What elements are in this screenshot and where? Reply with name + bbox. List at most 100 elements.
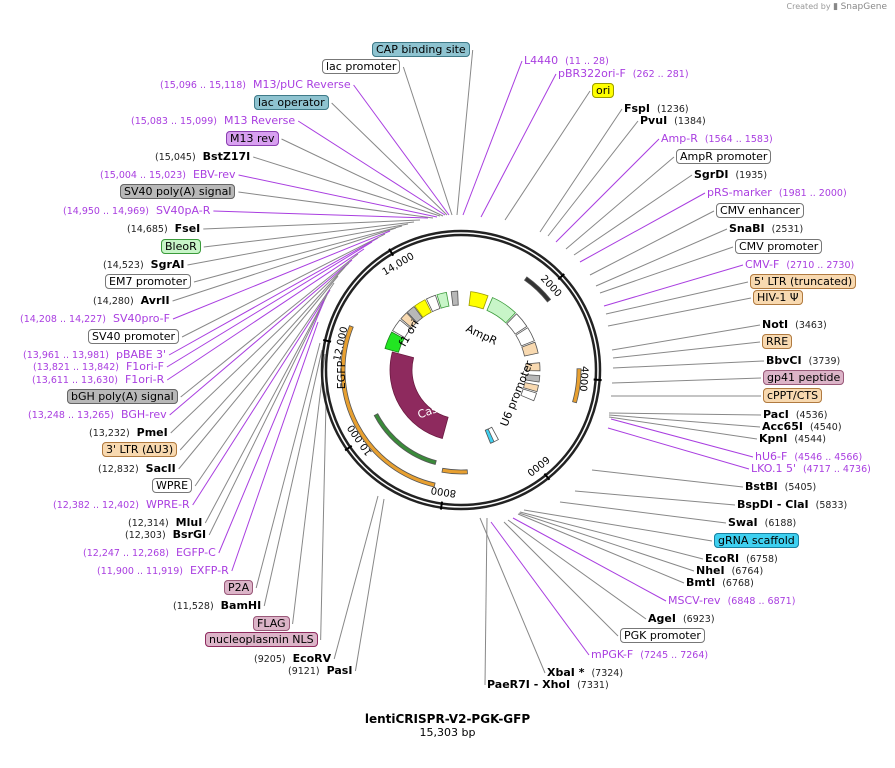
feature-label-bgh-poly-a-signal[interactable]: bGH poly(A) signal <box>67 389 178 404</box>
feature-label-sv40-poly-a-signal[interactable]: SV40 poly(A) signal <box>120 184 236 199</box>
enzyme-label-kpni[interactable]: KpnI (4544) <box>759 432 826 446</box>
feature-label-5-ltr-truncated[interactable]: 5' LTR (truncated) <box>750 274 857 289</box>
primer-label-prs-marker[interactable]: pRS-marker (1981 .. 2000) <box>707 186 847 200</box>
primer-label-f1ori-f[interactable]: (13,821 .. 13,842) F1ori-F <box>33 360 164 374</box>
feature-label-grna-scaffold[interactable]: gRNA scaffold <box>714 533 799 548</box>
primer-label-egfp-c[interactable]: (12,247 .. 12,268) EGFP-C <box>83 546 216 560</box>
enzyme-label-fspi[interactable]: FspI (1236) <box>624 102 689 116</box>
enzyme-label-bstbi[interactable]: BstBI (5405) <box>745 480 816 494</box>
feature-label-em7-promoter[interactable]: EM7 promoter <box>105 274 191 289</box>
primer-name: EGFP-C <box>175 546 216 559</box>
feature-label-cppt-cts[interactable]: cPPT/CTS <box>763 388 823 403</box>
primer-label-f1ori-r[interactable]: (13,611 .. 13,630) F1ori-R <box>32 373 164 387</box>
enzyme-label-mlui[interactable]: (12,314) MluI <box>128 516 202 530</box>
enzyme-label-acc65i[interactable]: Acc65I (4540) <box>762 420 842 434</box>
enzyme-label-snabi[interactable]: SnaBI (2531) <box>729 222 803 236</box>
primer-name: hU6-F <box>755 450 788 463</box>
primer-position: (13,611 .. 13,630) <box>32 375 118 386</box>
enzyme-label-bspdi-clai[interactable]: BspDI - ClaI (5833) <box>737 498 847 512</box>
primer-label-pbabe-3[interactable]: (13,961 .. 13,981) pBABE 3' <box>23 348 166 362</box>
enzyme-label-avrii[interactable]: (14,280) AvrII <box>93 294 170 308</box>
primer-position: (1981 .. 2000) <box>778 188 847 199</box>
enzyme-label-ecorv[interactable]: (9205) EcoRV <box>254 652 331 666</box>
leader-line <box>599 246 734 294</box>
feature-label-rre[interactable]: RRE <box>762 334 793 349</box>
feature-label-3-ltr-u3[interactable]: 3' LTR (ΔU3) <box>102 442 178 457</box>
primer-label-exfp-r[interactable]: (11,900 .. 11,919) EXFP-R <box>97 564 229 578</box>
primer-label-ebv-rev[interactable]: (15,004 .. 15,023) EBV-rev <box>100 168 236 182</box>
feature-label-nucleoplasmin-nls[interactable]: nucleoplasmin NLS <box>205 632 318 647</box>
feature-label-gp41-peptide[interactable]: gp41 peptide <box>763 370 845 385</box>
leader-line <box>353 84 450 216</box>
enzyme-position: (12,314) <box>128 518 169 529</box>
enzyme-label-noti[interactable]: NotI (3463) <box>762 318 827 332</box>
leader-line <box>612 360 765 369</box>
enzyme-label-paci[interactable]: PacI (4536) <box>763 408 827 422</box>
feature-label-wpre[interactable]: WPRE <box>152 478 193 493</box>
primer-label-sv40pa-r[interactable]: (14,950 .. 14,969) SV40pA-R <box>63 204 210 218</box>
enzyme-label-bsrgi[interactable]: (12,303) BsrGI <box>125 528 206 542</box>
primer-label-m13-reverse[interactable]: (15,083 .. 15,099) M13 Reverse <box>131 114 295 128</box>
enzyme-label-sacii[interactable]: (12,832) SacII <box>98 462 176 476</box>
leader-line <box>166 248 365 381</box>
bgh-feature <box>406 305 423 323</box>
leader-line <box>180 253 359 398</box>
feature-label-bleor[interactable]: BleoR <box>161 239 201 254</box>
enzyme-label-swai[interactable]: SwaI (6188) <box>728 516 796 530</box>
enzyme-label-fsei[interactable]: (14,685) FseI <box>127 222 200 236</box>
snapgene-logo-icon: ▮ <box>833 2 839 12</box>
feature-name: SV40 poly(A) signal <box>120 184 236 199</box>
feature-label-cmv-enhancer[interactable]: CMV enhancer <box>716 203 804 218</box>
leader-line <box>263 349 323 607</box>
enzyme-label-bstz17i[interactable]: (15,045) BstZ17I <box>155 150 250 164</box>
primer-label-sv40pro-f[interactable]: (14,208 .. 14,227) SV40pro-F <box>20 312 170 326</box>
enzyme-label-pasi[interactable]: (9121) PasI <box>288 664 352 678</box>
leader-line <box>179 266 346 451</box>
enzyme-label-pmei[interactable]: (13,232) PmeI <box>89 426 168 440</box>
feature-label-cmv-promoter[interactable]: CMV promoter <box>735 239 823 254</box>
feature-label-pgk-promoter[interactable]: PGK promoter <box>620 628 705 643</box>
enzyme-label-bbvci[interactable]: BbvCI (3739) <box>766 354 840 368</box>
feature-label-hiv-1[interactable]: HIV-1 Ψ <box>753 290 803 305</box>
enzyme-label-sgrdi[interactable]: SgrDI (1935) <box>694 168 767 182</box>
enzyme-position: (7331) <box>577 680 609 691</box>
primer-label-lko-1-5[interactable]: LKO.1 5' (4717 .. 4736) <box>751 462 871 476</box>
primer-label-hu6-f[interactable]: hU6-F (4546 .. 4566) <box>755 450 862 464</box>
primer-label-mscv-rev[interactable]: MSCV-rev (6848 .. 6871) <box>668 594 795 608</box>
enzyme-label-nhei[interactable]: NheI (6764) <box>696 564 763 578</box>
primer-label-bgh-rev[interactable]: (13,248 .. 13,265) BGH-rev <box>28 408 167 422</box>
enzyme-label-xbai[interactable]: XbaI * (7324) <box>547 666 623 680</box>
feature-label-m13-rev[interactable]: M13 rev <box>226 131 279 146</box>
feature-label-cap-binding-site[interactable]: CAP binding site <box>372 42 470 57</box>
primer-label-amp-r[interactable]: Amp-R (1564 .. 1583) <box>661 132 773 146</box>
primer-label-pbr322ori-f[interactable]: pBR322ori-F (262 .. 281) <box>558 67 689 81</box>
leader-line <box>574 490 736 506</box>
enzyme-position: (6188) <box>764 518 797 529</box>
feature-label-ori[interactable]: ori <box>592 83 615 98</box>
primer-label-cmv-f[interactable]: CMV-F (2710 .. 2730) <box>745 258 854 272</box>
enzyme-label-sgrai[interactable]: (14,523) SgrAI <box>103 258 184 272</box>
primer-label-m13-puc-reverse[interactable]: (15,096 .. 15,118) M13/pUC Reverse <box>160 78 351 92</box>
leader-line <box>539 108 623 233</box>
feature-name: PGK promoter <box>620 628 705 643</box>
primer-label-wpre-r[interactable]: (12,382 .. 12,402) WPRE-R <box>53 498 190 512</box>
feature-label-lac-operator[interactable]: lac operator <box>254 95 329 110</box>
primer-label-l4440[interactable]: L4440 (11 .. 28) <box>524 54 609 68</box>
primer-position: (4546 .. 4566) <box>794 452 863 463</box>
bleor-feature <box>436 291 450 309</box>
feature-label-flag[interactable]: FLAG <box>253 616 290 631</box>
enzyme-label-paer7i-xhoi[interactable]: PaeR7I - XhoI (7331) <box>487 678 609 692</box>
enzyme-label-bamhi[interactable]: (11,528) BamHI <box>173 599 261 613</box>
feature-label-lac-promoter[interactable]: lac promoter <box>322 59 401 74</box>
feature-label-p2a[interactable]: P2A <box>224 580 254 595</box>
enzyme-label-agei[interactable]: AgeI (6923) <box>648 612 715 626</box>
feature-label-sv40-promoter[interactable]: SV40 promoter <box>88 329 180 344</box>
plasmid-length: 15,303 bp <box>419 726 476 739</box>
feature-label-ampr-promoter[interactable]: AmpR promoter <box>676 149 772 164</box>
primer-label-mpgk-f[interactable]: mPGK-F (7245 .. 7264) <box>591 648 708 662</box>
enzyme-label-ecori[interactable]: EcoRI (6758) <box>705 552 778 566</box>
primer-name: F1ori-F <box>125 360 164 373</box>
enzyme-label-bmti[interactable]: BmtI (6768) <box>686 576 754 590</box>
primer-name: WPRE-R <box>145 498 190 511</box>
enzyme-label-pvui[interactable]: PvuI (1384) <box>640 114 706 128</box>
